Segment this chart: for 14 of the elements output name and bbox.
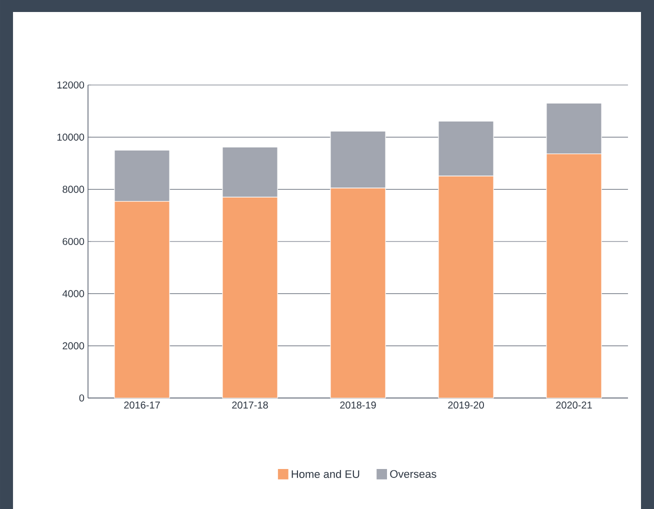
x-tick-label: 2018-19 xyxy=(340,402,376,409)
y-tick-label: 10000 xyxy=(57,134,84,141)
y-tick-label: 0 xyxy=(79,394,84,402)
x-tick-label: 2019-20 xyxy=(448,402,484,409)
x-tick-label: 2020-21 xyxy=(556,402,592,409)
y-tick-label: 6000 xyxy=(62,238,84,246)
legend-label: Home and EU xyxy=(292,470,360,478)
legend-label: Overseas xyxy=(390,470,436,478)
y-tick-label: 12000 xyxy=(57,81,84,89)
y-tick-label: 4000 xyxy=(62,290,84,298)
y-tick-label: 8000 xyxy=(62,186,84,193)
y-tick-label: 2000 xyxy=(62,342,84,350)
x-tick-label: 2016-17 xyxy=(124,402,160,409)
x-tick-label: 2017-18 xyxy=(232,402,268,409)
